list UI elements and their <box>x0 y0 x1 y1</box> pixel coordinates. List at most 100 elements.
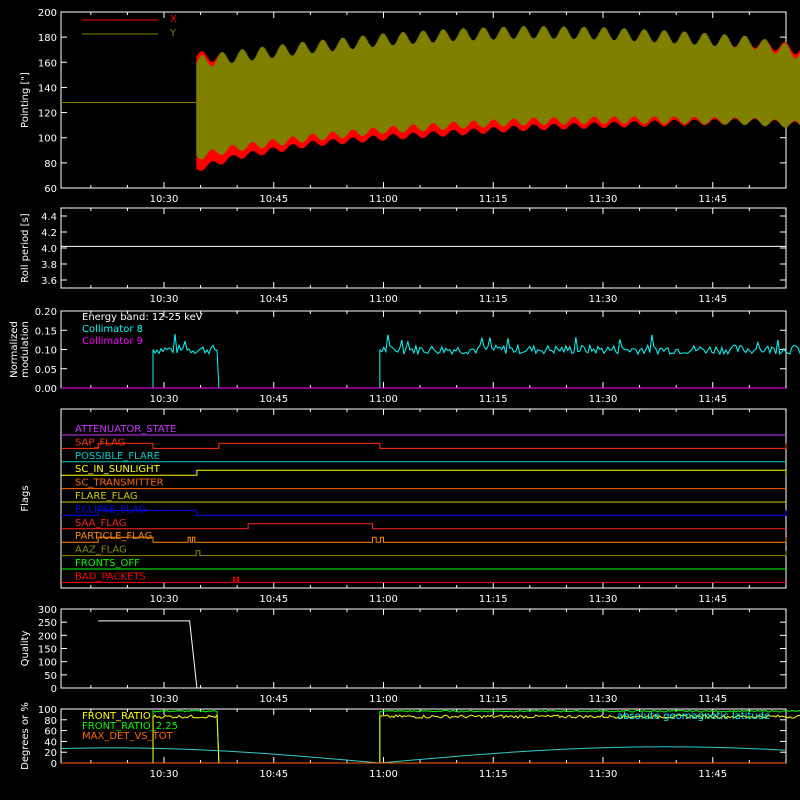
y-axis-label: Normalized <box>9 321 20 378</box>
front-ratio-segment <box>152 713 220 764</box>
y-tick-label: 0.05 <box>35 365 57 376</box>
legend-label-X: X <box>170 14 177 25</box>
y-tick-label: 60 <box>44 727 57 738</box>
y-tick-label: 40 <box>44 737 57 748</box>
collimator-8-segment <box>152 333 220 389</box>
y-tick-label: 0.10 <box>35 346 57 357</box>
flag-label: BAD_PACKETS <box>75 571 146 582</box>
legend-front-ratio-225: FRONT_RATIO_2.25 <box>82 721 178 732</box>
x-tick-label: 11:45 <box>698 694 727 705</box>
x-tick-label: 10:45 <box>259 294 288 305</box>
y-tick-label: 150 <box>38 645 57 656</box>
x-tick-label: 11:45 <box>698 294 727 305</box>
flag-line <box>61 442 787 449</box>
x-tick-label: 11:30 <box>589 594 618 605</box>
flag-label: FLARE_FLAG <box>75 491 138 502</box>
ratios-panel: 10:30 10:45 11:00 11:15 11:30 11:45 Degrees or… <box>20 702 800 780</box>
y-tick-label: 0.20 <box>35 307 57 318</box>
y-tick-label: 100 <box>38 658 57 669</box>
x-tick-label: 11:30 <box>589 294 618 305</box>
x-tick-label: 11:00 <box>369 294 398 305</box>
x-tick-label: 11:00 <box>369 194 398 205</box>
x-tick-label: 11:00 <box>369 594 398 605</box>
flags-panel: 10:30 10:45 11:00 11:15 11:30 11:45 Flags ATTEN… <box>20 408 787 605</box>
x-tick-label: 11:30 <box>589 694 618 705</box>
y-tick-label: 160 <box>38 58 57 69</box>
legend-front-ratio: FRONT_RATIO <box>82 711 151 722</box>
y-tick-label: 200 <box>38 631 57 642</box>
series-Y-band <box>196 26 800 160</box>
front-ratio-segment <box>379 709 800 763</box>
flag-line <box>61 576 786 583</box>
flag-line <box>61 523 786 530</box>
x-tick-label: 11:00 <box>369 769 398 780</box>
x-tick-label: 11:15 <box>479 294 508 305</box>
y-tick-label: 4.2 <box>41 228 57 239</box>
x-tick-label: 11:00 <box>369 394 398 405</box>
x-tick-label: 10:30 <box>150 194 179 205</box>
y-tick-label: 120 <box>38 109 57 120</box>
x-tick-label: 11:45 <box>698 594 727 605</box>
x-tick-label: 10:45 <box>259 394 288 405</box>
y-tick-label: 180 <box>38 33 57 44</box>
y-tick-label: 250 <box>38 618 57 629</box>
y-tick-label: 0.15 <box>35 326 57 337</box>
collimator-8-segment <box>379 334 800 388</box>
flag-label: SC_TRANSMITTER <box>75 478 164 489</box>
y-tick-label: 80 <box>44 159 57 170</box>
y-tick-label: 3.6 <box>41 276 57 287</box>
flag-label: FRONTS_OFF <box>75 558 140 569</box>
flag-label: POSSIBLE_FLARE <box>75 451 160 462</box>
y-tick-label: 0 <box>51 759 57 770</box>
front-ratio-segment <box>379 714 800 763</box>
x-tick-label: 11:15 <box>479 769 508 780</box>
x-tick-label: 10:30 <box>150 394 179 405</box>
x-tick-label: 11:30 <box>589 769 618 780</box>
flag-label: SAA_FLAG <box>75 518 126 529</box>
y-tick-label: 100 <box>38 705 57 716</box>
x-tick-label: 11:45 <box>698 394 727 405</box>
flags-frame <box>60 408 787 589</box>
roll-panel: 10:30 10:45 11:00 11:15 11:30 11:45 Roll perio… <box>20 207 787 305</box>
y-tick-label: 20 <box>44 748 57 759</box>
y-axis-label: Roll period [s] <box>20 213 31 282</box>
x-tick-label: 11:15 <box>479 694 508 705</box>
y-axis-label: Degrees or % <box>20 702 31 770</box>
x-tick-label: 10:45 <box>259 594 288 605</box>
y-axis-label: Quality <box>20 631 31 667</box>
y-tick-label: 3.8 <box>41 260 57 271</box>
x-tick-label: 10:45 <box>259 194 288 205</box>
x-tick-label: 11:30 <box>589 194 618 205</box>
x-tick-label: 11:15 <box>479 594 508 605</box>
y-tick-label: 300 <box>38 605 57 616</box>
energy-band-label: Energy band: 12-25 keV <box>82 312 203 323</box>
legend-geomagnetic-latitude: absolute geomagnetic latitude <box>617 711 770 722</box>
y-axis-label: Flags <box>20 485 31 511</box>
y-tick-label: 100 <box>38 134 57 145</box>
flag-line <box>61 536 787 543</box>
geomagnetic-latitude-line <box>60 746 786 764</box>
x-tick-label: 11:30 <box>589 394 618 405</box>
x-tick-label: 10:30 <box>150 594 179 605</box>
quality-line <box>98 620 787 689</box>
modulation-panel: 10:30 10:45 11:00 11:15 11:30 11:45 Normalized… <box>9 307 800 405</box>
flag-line <box>61 509 787 516</box>
y-tick-label: 140 <box>38 83 57 94</box>
x-tick-label: 10:30 <box>150 769 179 780</box>
x-tick-label: 11:45 <box>698 194 727 205</box>
y-tick-label: 50 <box>44 671 57 682</box>
y-axis-label: modulation <box>20 321 31 378</box>
x-tick-label: 10:30 <box>150 294 179 305</box>
flag-line <box>61 550 787 557</box>
x-tick-label: 10:30 <box>150 694 179 705</box>
flag-label: AAZ_FLAG <box>75 545 127 556</box>
roll-frame <box>60 207 787 289</box>
y-tick-label: 200 <box>38 8 57 19</box>
y-tick-label: 0.00 <box>35 384 57 395</box>
y-tick-label: 60 <box>44 184 57 195</box>
y-axis-label: Pointing ["] <box>20 72 31 128</box>
legend-max-det: MAX_DET_VS_TOT <box>82 731 174 742</box>
x-tick-label: 10:45 <box>259 694 288 705</box>
legend-label-Y: Y <box>169 28 177 39</box>
